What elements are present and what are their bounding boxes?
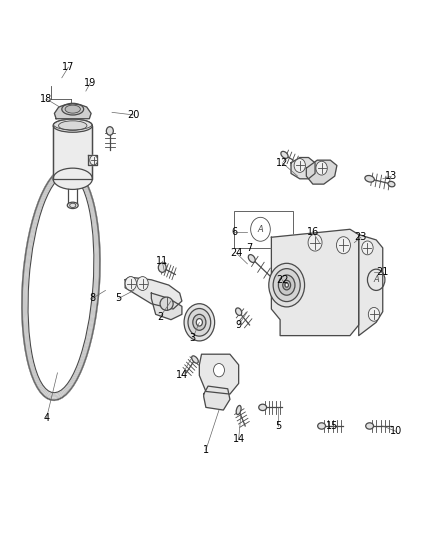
Ellipse shape <box>316 161 327 175</box>
Text: 18: 18 <box>40 94 53 104</box>
Ellipse shape <box>388 181 395 187</box>
Polygon shape <box>53 126 92 179</box>
Polygon shape <box>125 277 182 309</box>
Ellipse shape <box>62 103 84 115</box>
Text: 12: 12 <box>276 158 289 168</box>
Text: 14: 14 <box>176 370 188 381</box>
Ellipse shape <box>248 255 255 262</box>
Ellipse shape <box>269 263 304 307</box>
Text: 19: 19 <box>84 78 96 88</box>
Polygon shape <box>54 104 91 119</box>
Text: 16: 16 <box>307 227 319 237</box>
Ellipse shape <box>365 175 374 182</box>
Text: 20: 20 <box>127 110 140 120</box>
Polygon shape <box>151 293 182 320</box>
Text: 10: 10 <box>390 426 402 437</box>
Text: 2: 2 <box>157 312 163 322</box>
Ellipse shape <box>188 309 211 336</box>
Text: 3: 3 <box>190 333 196 343</box>
Ellipse shape <box>67 202 78 208</box>
Text: 5: 5 <box>116 293 122 303</box>
Text: 8: 8 <box>89 293 95 303</box>
Polygon shape <box>199 354 239 394</box>
Ellipse shape <box>336 237 350 254</box>
Ellipse shape <box>53 168 92 189</box>
Ellipse shape <box>318 423 325 429</box>
Ellipse shape <box>125 277 137 290</box>
Polygon shape <box>272 229 359 336</box>
Polygon shape <box>291 158 315 179</box>
Ellipse shape <box>281 151 288 158</box>
Text: 23: 23 <box>355 232 367 243</box>
Text: 9: 9 <box>236 320 242 330</box>
Text: 1: 1 <box>203 445 209 455</box>
Text: 15: 15 <box>326 421 339 431</box>
Ellipse shape <box>368 308 380 321</box>
Ellipse shape <box>362 241 373 255</box>
Text: 11: 11 <box>156 256 168 266</box>
Polygon shape <box>88 155 97 165</box>
Ellipse shape <box>214 364 224 377</box>
Text: 17: 17 <box>62 62 74 72</box>
Ellipse shape <box>184 304 215 341</box>
Ellipse shape <box>137 277 148 290</box>
Bar <box>234 211 293 248</box>
Ellipse shape <box>193 314 206 330</box>
Ellipse shape <box>236 406 241 415</box>
Ellipse shape <box>160 297 173 310</box>
Text: 22: 22 <box>276 275 289 285</box>
Ellipse shape <box>59 121 87 131</box>
Text: 21: 21 <box>377 267 389 277</box>
Ellipse shape <box>53 119 92 132</box>
Text: 13: 13 <box>385 171 398 181</box>
Polygon shape <box>306 160 337 184</box>
Ellipse shape <box>366 423 374 429</box>
Text: A: A <box>373 275 379 284</box>
Ellipse shape <box>106 127 113 135</box>
Ellipse shape <box>196 319 202 326</box>
Ellipse shape <box>294 159 305 172</box>
Ellipse shape <box>285 283 288 287</box>
Ellipse shape <box>259 404 267 410</box>
Ellipse shape <box>273 269 300 302</box>
Ellipse shape <box>90 156 98 165</box>
Ellipse shape <box>65 105 81 113</box>
Text: 4: 4 <box>43 413 49 423</box>
Ellipse shape <box>28 174 94 393</box>
Ellipse shape <box>192 356 198 363</box>
Ellipse shape <box>283 280 290 290</box>
Text: A: A <box>258 225 263 234</box>
Ellipse shape <box>158 263 166 272</box>
Text: 7: 7 <box>247 243 253 253</box>
Text: 5: 5 <box>275 421 281 431</box>
Ellipse shape <box>308 234 322 251</box>
Ellipse shape <box>22 167 100 400</box>
Ellipse shape <box>236 308 242 316</box>
Polygon shape <box>204 386 230 410</box>
Polygon shape <box>359 235 383 336</box>
Text: 24: 24 <box>230 248 243 258</box>
Text: 6: 6 <box>231 227 237 237</box>
Text: 14: 14 <box>233 434 245 445</box>
Ellipse shape <box>279 275 295 295</box>
